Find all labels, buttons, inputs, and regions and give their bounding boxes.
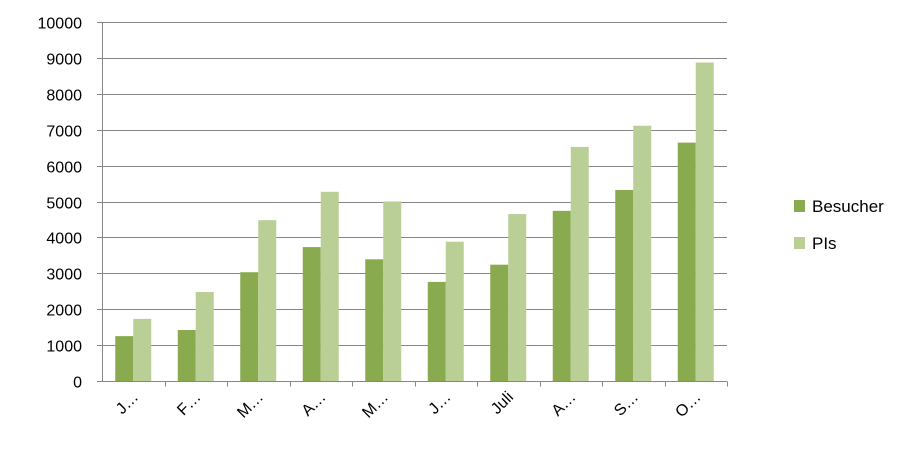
x-tick-label: A… xyxy=(299,389,330,420)
bar-besucher xyxy=(115,336,134,381)
bar-besucher xyxy=(615,190,634,381)
y-tick-label: 8000 xyxy=(46,88,82,105)
y-tick-label: 6000 xyxy=(46,160,82,177)
legend-swatch xyxy=(794,200,805,212)
legend-label: PIs xyxy=(812,234,837,253)
x-tick-label: A… xyxy=(549,389,580,420)
x-axis: J… F… M… A… M… J… Juli A… S… O… xyxy=(102,381,728,422)
x-tick-label: F… xyxy=(174,389,204,419)
x-tick-label: M… xyxy=(359,389,392,422)
bar-pis xyxy=(570,146,589,381)
bar-pis xyxy=(258,220,277,381)
bar-besucher xyxy=(177,330,196,381)
bar-pis xyxy=(633,125,652,381)
x-tick-label: S… xyxy=(611,389,642,420)
legend-label: Besucher xyxy=(812,197,884,216)
y-tick-label: 9000 xyxy=(46,52,82,69)
legend-swatch xyxy=(794,237,805,249)
y-tick-label: 3000 xyxy=(46,267,82,284)
y-tick-label: 7000 xyxy=(46,124,82,141)
x-tick-label: M… xyxy=(234,389,267,422)
x-tick-label: Juli xyxy=(488,389,517,418)
y-tick-label: 5000 xyxy=(46,196,82,213)
bar-pis xyxy=(695,62,714,381)
y-tick-label: 4000 xyxy=(46,231,82,248)
bar-besucher xyxy=(365,259,384,381)
y-tick-label: 2000 xyxy=(46,303,82,320)
bar-pis xyxy=(320,191,339,381)
bar-pis xyxy=(133,318,152,381)
bar-pis xyxy=(383,201,402,381)
bar-besucher xyxy=(302,247,321,381)
bar-besucher xyxy=(240,272,259,381)
x-tick-label: O… xyxy=(672,389,704,421)
bars xyxy=(115,62,714,381)
legend: Besucher PIs xyxy=(794,197,884,253)
y-tick-label: 0 xyxy=(73,375,82,392)
x-tick-label: J… xyxy=(113,389,142,418)
bar-pis xyxy=(508,214,527,381)
bar-besucher xyxy=(490,264,509,381)
bar-pis xyxy=(195,291,214,381)
y-tick-label: 10000 xyxy=(38,16,83,33)
y-tick-label: 1000 xyxy=(46,339,82,356)
x-tick-label: J… xyxy=(426,389,455,418)
bar-pis xyxy=(445,241,464,381)
bar-besucher xyxy=(552,210,571,381)
bar-besucher xyxy=(427,281,446,381)
bar-besucher xyxy=(677,142,696,381)
y-axis: 0 1000 2000 3000 4000 5000 6000 7000 8000 9000 100… xyxy=(38,16,103,392)
